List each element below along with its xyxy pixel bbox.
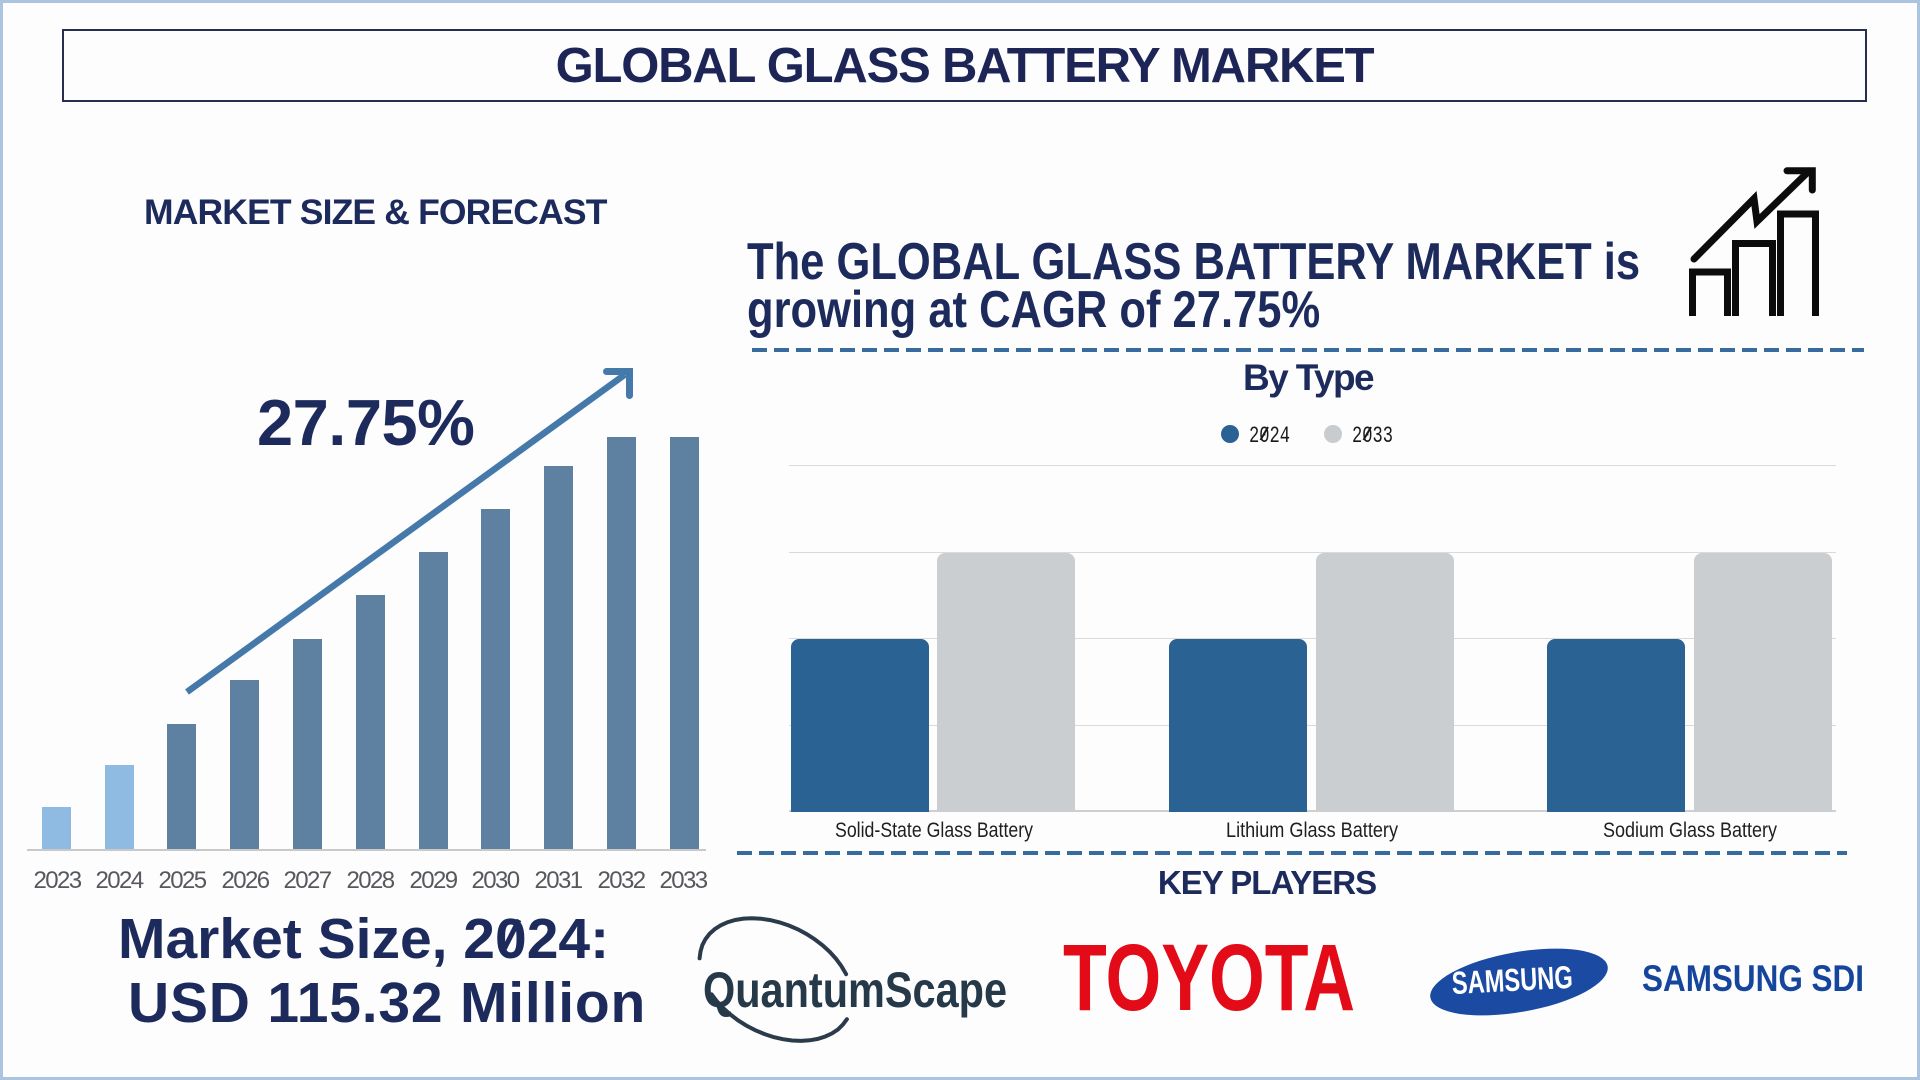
svg-text:Sodium Glass Battery: Sodium Glass Battery	[1603, 818, 1777, 842]
svg-text:SAMSUNG SDI: SAMSUNG SDI	[1642, 958, 1864, 999]
svg-text:QuantumScape: QuantumScape	[703, 962, 1007, 1018]
svg-text:2033: 2033	[1352, 423, 1393, 449]
svg-text:2024: 2024	[1249, 423, 1290, 449]
svg-text:Solid-State Glass Battery: Solid-State Glass Battery	[835, 818, 1033, 842]
svg-text:SAMSUNG: SAMSUNG	[1451, 959, 1574, 1001]
svg-text:TOYOTA: TOYOTA	[1063, 925, 1355, 1031]
svg-text:Lithium Glass Battery: Lithium Glass Battery	[1226, 818, 1398, 842]
